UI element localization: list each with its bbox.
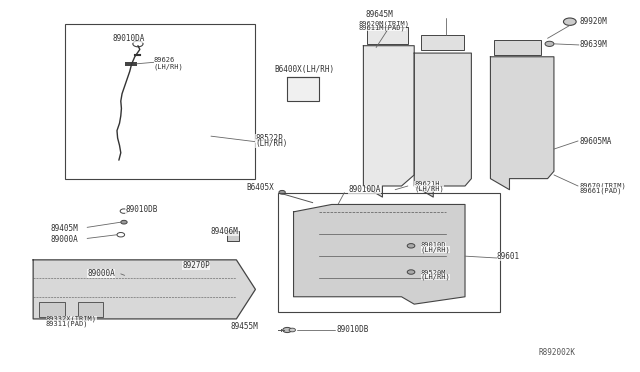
Text: 89405M: 89405M bbox=[51, 224, 79, 233]
Polygon shape bbox=[490, 57, 554, 190]
Circle shape bbox=[279, 190, 285, 194]
Text: 89406M: 89406M bbox=[211, 227, 239, 235]
Bar bbox=[493, 40, 541, 55]
Text: B6400X(LH/RH): B6400X(LH/RH) bbox=[275, 65, 335, 74]
Circle shape bbox=[407, 244, 415, 248]
Text: 89920M: 89920M bbox=[579, 17, 607, 26]
Text: 89270P: 89270P bbox=[182, 261, 210, 270]
Bar bbox=[215, 267, 227, 273]
Bar bbox=[65, 23, 255, 179]
Circle shape bbox=[121, 220, 127, 224]
Text: 89611M(PAD): 89611M(PAD) bbox=[359, 25, 406, 31]
Bar bbox=[77, 302, 103, 317]
Text: 89605MA: 89605MA bbox=[579, 137, 612, 146]
Text: 89010DA: 89010DA bbox=[112, 34, 145, 43]
Text: B6405X: B6405X bbox=[246, 183, 274, 192]
Text: 89010DB: 89010DB bbox=[336, 326, 369, 334]
Bar bbox=[125, 62, 137, 66]
Bar bbox=[287, 77, 319, 101]
Bar bbox=[420, 35, 464, 50]
Text: 89010D: 89010D bbox=[420, 242, 446, 248]
Text: 89626: 89626 bbox=[154, 57, 175, 64]
Text: 89000A: 89000A bbox=[51, 235, 79, 244]
Text: R892002K: R892002K bbox=[538, 349, 575, 357]
Polygon shape bbox=[294, 205, 465, 304]
Text: 89645M: 89645M bbox=[365, 10, 393, 19]
Bar bbox=[278, 193, 500, 311]
Polygon shape bbox=[364, 46, 414, 197]
Bar bbox=[367, 27, 408, 44]
Circle shape bbox=[289, 328, 296, 332]
Text: 89000A: 89000A bbox=[87, 269, 115, 278]
Text: 89455M: 89455M bbox=[230, 322, 258, 331]
Text: 89639M: 89639M bbox=[579, 41, 607, 49]
Text: (LH/RH): (LH/RH) bbox=[420, 274, 451, 280]
Text: 89332X(TRIM): 89332X(TRIM) bbox=[46, 316, 97, 322]
Text: 88522P: 88522P bbox=[255, 134, 283, 142]
Circle shape bbox=[563, 18, 576, 25]
Bar bbox=[40, 302, 65, 317]
Circle shape bbox=[283, 327, 292, 333]
Text: 89010DA: 89010DA bbox=[348, 185, 381, 194]
Text: (LH/RH): (LH/RH) bbox=[154, 64, 184, 70]
Text: 89520M: 89520M bbox=[420, 270, 446, 276]
Text: 89311(PAD): 89311(PAD) bbox=[46, 320, 88, 327]
Text: 89601: 89601 bbox=[497, 251, 520, 261]
Circle shape bbox=[407, 270, 415, 274]
Polygon shape bbox=[33, 260, 255, 319]
Text: (LH/RH): (LH/RH) bbox=[414, 185, 444, 192]
Text: (LH/RH): (LH/RH) bbox=[255, 140, 288, 148]
Polygon shape bbox=[414, 53, 472, 197]
Text: 89670(TRIM): 89670(TRIM) bbox=[579, 183, 626, 189]
Text: 89661(PAD): 89661(PAD) bbox=[579, 187, 622, 194]
Text: 89621H: 89621H bbox=[414, 181, 440, 187]
Text: (LH/RH): (LH/RH) bbox=[420, 246, 451, 253]
Text: 89620M(TRIM): 89620M(TRIM) bbox=[359, 20, 410, 27]
Circle shape bbox=[545, 41, 554, 46]
Text: 89010DB: 89010DB bbox=[125, 205, 157, 215]
Bar bbox=[227, 231, 239, 241]
